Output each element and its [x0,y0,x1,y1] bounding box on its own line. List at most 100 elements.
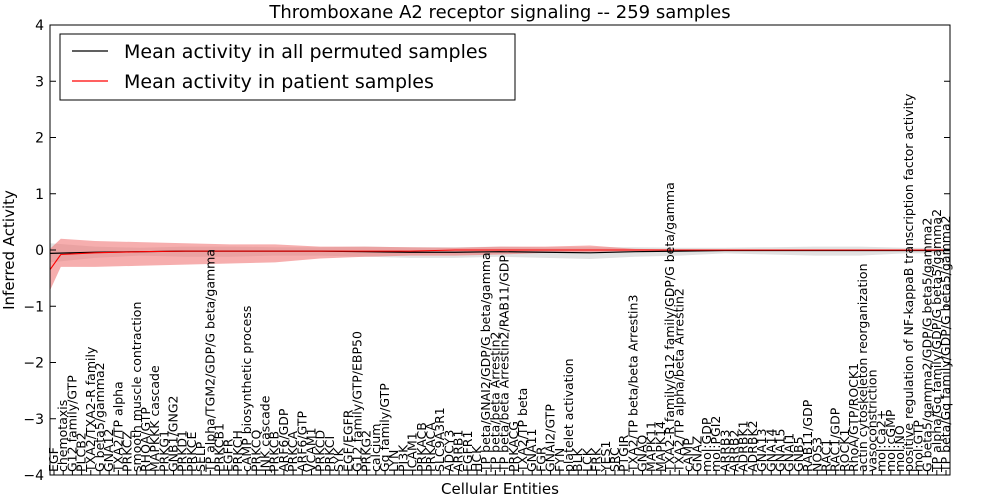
category-label: PRKG1 [156,430,171,472]
category-label: TP beta/beta Arrestin2 [487,332,502,474]
category-label: ARF6/GDP [276,408,291,472]
category-label: GNAI1 [782,433,797,472]
category-label: PRKACB [414,422,429,472]
category-label: RhoA/GTP/ROCK1 [846,363,861,472]
category-label: ARRB1 [451,430,466,472]
category-label: MAPK11 [644,421,659,472]
category-label: FYN [552,448,567,472]
category-label: FRK [589,447,604,472]
category-label: mol:NO [892,425,907,472]
y-tick-label: 2 [35,131,44,147]
series-lines [49,249,950,271]
category-label: EGF/EGFR [340,409,355,472]
y-tick-label: 1 [35,187,44,203]
category-label: YES1 [598,441,613,473]
category-label: chemotaxis [55,400,70,472]
category-label: cAMP [681,438,696,472]
category-label: PRKCA [285,431,300,472]
category-label: mol:GTP [910,420,925,472]
category-label: TXA2/TP alpha/beta Arrestin2 [671,288,686,473]
category-label: vasoconstriction [864,369,879,472]
category-label: TP beta/beta Arrestin2/RAB11/GDP [497,255,512,473]
y-tick-label: −1 [23,299,44,315]
category-label: Gq family/GTP [377,383,392,472]
category-label: PRKCB1 [212,423,227,472]
category-label: GNA14 [763,428,778,472]
category-label: GNB1/GNG2 [166,396,181,472]
y-tick-label: 0 [35,243,44,259]
line-patient [49,249,950,271]
category-label: ROCK1 [837,429,852,472]
category-label: GNA13 [754,429,769,473]
category-label: PRKCB [267,431,282,472]
category-label: PRKACG [506,421,521,472]
category-label: NOS3 [809,437,824,472]
category-label: MAPKKK cascade [147,365,162,472]
y-tick-label: −3 [23,412,44,428]
category-label: GNAZ [690,436,705,472]
category-label: PRKCH [230,430,245,472]
category-label: GNAI2/GTP [543,404,558,472]
y-axis-ticks: 4 3 2 1 0 −1 −2 −3 −4 [23,18,950,484]
category-label: SYK [331,447,346,472]
category-label: TXA2/TXA2-R family [83,346,98,473]
category-label: ADRBK2 [745,420,760,472]
category-label: smooth muscle contraction [129,302,144,472]
category-label: ADCY3 [441,430,456,472]
category-label: PRKCZ [120,431,135,472]
category-label: GNA11 [524,429,539,473]
category-label: ICAM1 [405,432,420,472]
category-label: TXA2/TP beta [515,388,530,473]
category-label: PRKD1 [175,430,190,472]
category-label: SRC [607,447,622,472]
category-label: GNAQ [635,435,650,472]
category-label: BLK [570,447,585,472]
category-label: VCAM1 [303,427,318,472]
category-label: G beta5/gamma2 [92,362,107,472]
category-label: cAMP biosynthetic process [239,306,254,472]
category-label: LYN [386,450,401,472]
category-label: TXA2/TP alpha [110,381,125,473]
category-label: PRKCE [184,432,199,472]
category-label: G beta5/gamma2/GDP/G beta5/gamma2 [920,218,935,472]
category-label: actin cytoskeleton reorganization [855,263,870,472]
category-label: FGR [533,446,548,472]
category-label: PRKCI [322,436,337,472]
x-axis-label: Cellular Entities [441,480,559,498]
category-label: RAB11/GDP [800,399,815,472]
category-label: PI3K [395,444,410,472]
category-label: PRKG2 [359,430,374,472]
y-axis-label: Inferred Activity [0,190,18,310]
category-label: PRKCQ [248,430,263,472]
category-label: mol:Ca2+ [874,410,889,472]
category-label: EGFR [221,438,236,472]
chart-title: Thromboxane A2 receptor signaling -- 259… [268,2,730,23]
category-label: GNB5 [791,436,806,472]
category-label: RHOA/GTP [138,407,153,472]
category-label: RAC1/GDP [828,407,843,472]
y-tick-label: −2 [23,356,44,372]
category-label: TP alpha/Gq family/GDP/G beta5/gamma2 [929,209,944,473]
category-label: TXA2/TP beta/beta Arrestin3 [625,295,640,473]
legend-label-permuted: Mean activity in all permuted samples [124,41,487,63]
category-label: TP beta/GNAI2/GDP/G beta/gamma [478,252,493,473]
y-tick-label: 4 [35,18,44,34]
category-label: ARF6/GTP [294,411,309,472]
category-label: mol:cGMP [883,409,898,472]
category-label: PRKCD [313,430,328,472]
category-label: PTGIR [616,434,631,472]
category-label: TXA2-R family/G12 family/GDP/G beta/gamm… [662,182,677,473]
category-label: EGFR1 [460,431,475,472]
category-label: GNA12 [101,429,116,473]
category-label: positive regulation of NF-kappaB transcr… [901,93,916,472]
category-label: SLC9A3R1 [432,407,447,472]
category-label: mol:PGI2 [708,416,723,472]
legend: Mean activity in all permuted samples Me… [59,33,516,101]
category-label: platelet activation [561,358,576,472]
category-label: G12 family/GTP [64,375,79,472]
category-label: calcium [368,424,383,472]
legend-box [59,33,516,101]
category-label: ADRBK1 [736,420,751,472]
